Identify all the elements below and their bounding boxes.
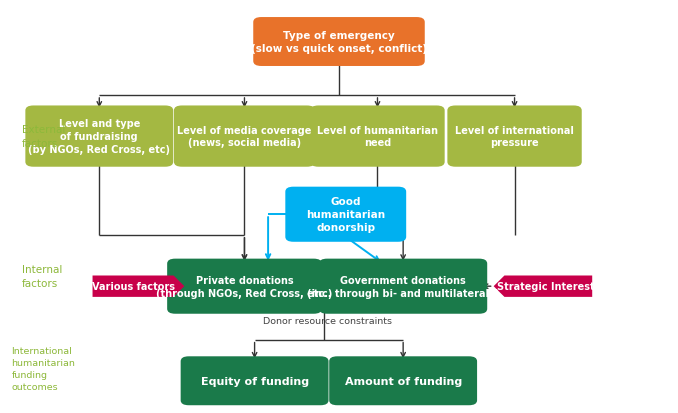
Text: Level of international
pressure: Level of international pressure	[455, 126, 574, 148]
Text: Strategic Interests: Strategic Interests	[496, 282, 600, 292]
Text: Level of humanitarian
need: Level of humanitarian need	[317, 126, 438, 148]
FancyBboxPatch shape	[319, 259, 487, 314]
Text: External
factors: External factors	[22, 125, 65, 148]
FancyBboxPatch shape	[174, 106, 315, 167]
FancyBboxPatch shape	[167, 259, 322, 314]
Text: Level and type
of fundraising
(by NGOs, Red Cross, etc): Level and type of fundraising (by NGOs, …	[28, 119, 170, 154]
Text: Government donations
(inc. through bi- and multilaterals): Government donations (inc. through bi- a…	[307, 275, 499, 298]
Text: Private donations
(through NGOs, Red Cross, etc.): Private donations (through NGOs, Red Cro…	[157, 275, 333, 298]
Text: Donor resource constraints: Donor resource constraints	[263, 316, 392, 325]
Polygon shape	[92, 276, 184, 297]
Text: Amount of funding: Amount of funding	[344, 376, 462, 386]
FancyBboxPatch shape	[447, 106, 582, 167]
FancyBboxPatch shape	[180, 356, 329, 405]
Text: Good
humanitarian
donorship: Good humanitarian donorship	[306, 197, 385, 233]
Text: Equity of funding: Equity of funding	[201, 376, 308, 386]
Text: Internal
factors: Internal factors	[22, 265, 62, 288]
Text: Various factors: Various factors	[92, 282, 174, 292]
Polygon shape	[494, 276, 592, 297]
FancyBboxPatch shape	[254, 18, 424, 67]
Text: Level of media coverage
(news, social media): Level of media coverage (news, social me…	[177, 126, 312, 148]
FancyBboxPatch shape	[311, 106, 445, 167]
Text: Type of emergency
(slow vs quick onset, conflict): Type of emergency (slow vs quick onset, …	[251, 31, 427, 54]
FancyBboxPatch shape	[25, 106, 174, 167]
FancyBboxPatch shape	[285, 187, 406, 242]
FancyBboxPatch shape	[330, 356, 477, 405]
Text: International
humanitarian
funding
outcomes: International humanitarian funding outco…	[12, 347, 75, 391]
